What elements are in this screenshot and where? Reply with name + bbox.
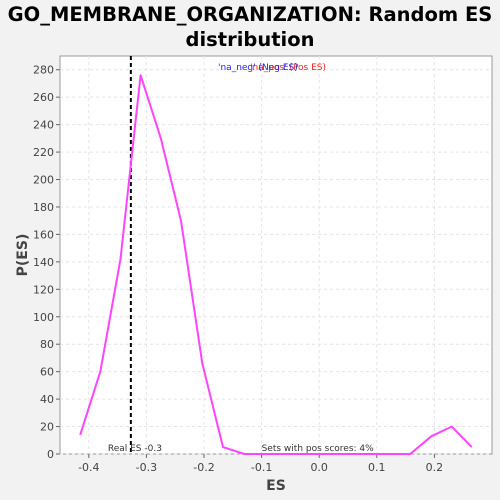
- chart-title-line-1: GO_MEMBRANE_ORGANIZATION: Random ES: [7, 3, 493, 26]
- y-tick-label: 260: [33, 91, 54, 104]
- y-axis-title: P(ES): [15, 234, 31, 277]
- y-tick-label: 240: [33, 119, 54, 132]
- x-tick-label: 0.2: [426, 461, 444, 474]
- x-tick-label: 0.1: [368, 461, 386, 474]
- x-tick-label: -0.3: [136, 461, 157, 474]
- real-es-label: Real ES -0.3: [108, 444, 162, 454]
- grid-lines: [60, 56, 492, 455]
- data-marks: [79, 56, 473, 455]
- y-tick-label: 160: [33, 228, 54, 241]
- y-tick-label: 280: [33, 64, 54, 77]
- y-tick-label: 0: [47, 448, 54, 461]
- y-tick-label: 100: [33, 311, 54, 324]
- y-tick-label: 20: [40, 421, 54, 434]
- x-tick-label: -0.2: [193, 461, 214, 474]
- distribution-series-line: [79, 74, 473, 455]
- y-tick-label: 180: [33, 201, 54, 214]
- x-tick-label: 0.0: [310, 461, 328, 474]
- plot-area: [59, 55, 493, 455]
- x-tick-label: -0.4: [78, 461, 99, 474]
- axes: 0 20 40 60 80 100 120 140 160 180 200 220 240 260 280 -…: [33, 64, 443, 474]
- chart-title-line-2: distribution: [185, 28, 315, 51]
- y-tick-label: 220: [33, 146, 54, 159]
- legend-neg-label: 'na_neg' (Neg ES): [218, 63, 298, 73]
- y-tick-label: 120: [33, 283, 54, 296]
- y-tick-label: 40: [40, 393, 54, 406]
- y-tick-label: 200: [33, 174, 54, 187]
- y-tick-label: 80: [40, 338, 54, 351]
- y-tick-label: 60: [40, 366, 54, 379]
- chart-title: GO_MEMBRANE_ORGANIZATION: Random ES dist…: [0, 2, 500, 52]
- legend-pos-label: 'na_pos' (Pos ES): [250, 63, 326, 73]
- chart-labels: ES P(ES) Real ES -0.3 Sets with pos scores:…: [15, 63, 374, 494]
- x-axis-title: ES: [266, 478, 286, 494]
- y-tick-label: 140: [33, 256, 54, 269]
- x-tick-label: -0.1: [251, 461, 272, 474]
- pos-scores-label: Sets with pos scores: 4%: [262, 444, 375, 454]
